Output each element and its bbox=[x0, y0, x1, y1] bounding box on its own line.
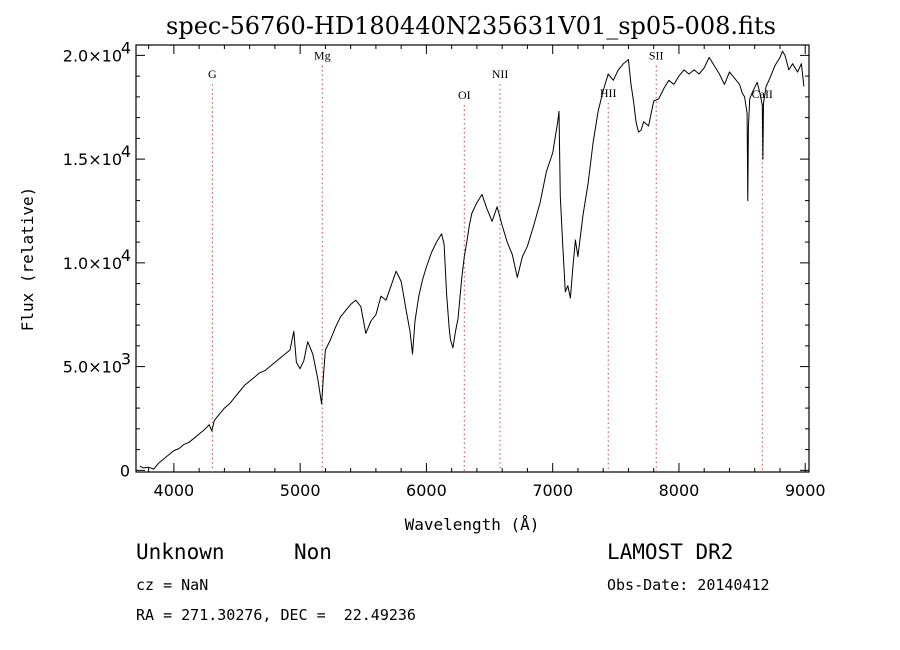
object-type: Non bbox=[294, 540, 332, 564]
spectral-line-label: G bbox=[208, 67, 217, 81]
y-tick-exponent: 4 bbox=[121, 246, 131, 265]
spectral-line-label: NII bbox=[492, 67, 509, 81]
x-axis-label: Wavelength (Å) bbox=[405, 515, 540, 534]
y-tick-label: 5.0×10 bbox=[63, 358, 122, 377]
redshift-text: cz = NaN bbox=[136, 576, 208, 594]
y-tick-label: 0 bbox=[120, 461, 130, 480]
y-tick-exponent: 4 bbox=[121, 142, 131, 161]
survey-name: LAMOST DR2 bbox=[607, 540, 733, 564]
x-tick-label: 5000 bbox=[280, 481, 321, 500]
y-tick-label: 1.0×10 bbox=[63, 254, 122, 273]
spectral-line-label: SII bbox=[649, 49, 664, 63]
chart-title: spec-56760-HD180440N235631V01_sp05-008.f… bbox=[166, 12, 776, 40]
x-tick-label: 6000 bbox=[406, 481, 447, 500]
x-tick-label: 8000 bbox=[659, 481, 700, 500]
x-tick-label: 4000 bbox=[154, 481, 195, 500]
y-tick-label: 2.0×10 bbox=[63, 46, 122, 65]
y-tick-exponent: 3 bbox=[121, 350, 131, 369]
coordinates-text: RA = 271.30276, DEC = 22.49236 bbox=[136, 606, 416, 624]
x-axis: 4000 5000 6000 7000 8000 9000 bbox=[148, 45, 826, 500]
x-tick-label: 9000 bbox=[785, 481, 826, 500]
x-tick-label: 7000 bbox=[532, 481, 573, 500]
spectral-line-label: Mg bbox=[314, 49, 331, 63]
plot-frame bbox=[135, 44, 810, 473]
object-name: Unknown bbox=[136, 540, 225, 564]
spectral-line-label: OI bbox=[458, 88, 471, 102]
y-axis-label: Flux (relative) bbox=[18, 187, 37, 332]
obs-date-text: Obs-Date: 20140412 bbox=[607, 576, 770, 594]
spectral-line-label: CaII bbox=[752, 87, 773, 101]
y-tick-label: 1.5×10 bbox=[63, 150, 122, 169]
y-tick-exponent: 4 bbox=[121, 38, 131, 57]
spectrum-series-line bbox=[139, 50, 805, 470]
